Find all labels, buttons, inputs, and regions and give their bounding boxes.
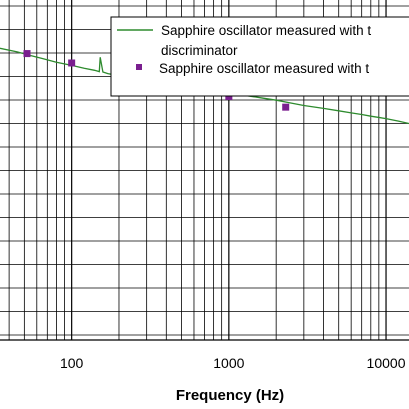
legend: Sapphire oscillator measured with t disc… xyxy=(110,16,409,97)
data-point-marker xyxy=(68,59,76,67)
legend-entry-1-line-1: Sapphire oscillator measured with t xyxy=(161,23,371,38)
data-point-marker xyxy=(23,50,31,58)
x-axis-title: Frequency (Hz) xyxy=(176,387,284,404)
legend-box xyxy=(110,16,409,97)
x-tick-label: 10000 xyxy=(367,355,406,371)
legend-marker-swatch xyxy=(136,64,142,70)
legend-entry-1-line-2: discriminator xyxy=(161,43,238,58)
x-tick-label-group: 100 1000 10000 xyxy=(60,355,406,371)
data-point-marker xyxy=(282,103,290,111)
x-tick-label: 100 xyxy=(60,355,84,371)
data-point-marker xyxy=(225,93,233,101)
x-tick-label: 1000 xyxy=(213,355,244,371)
legend-entry-2-line-1: Sapphire oscillator measured with t xyxy=(159,61,369,76)
